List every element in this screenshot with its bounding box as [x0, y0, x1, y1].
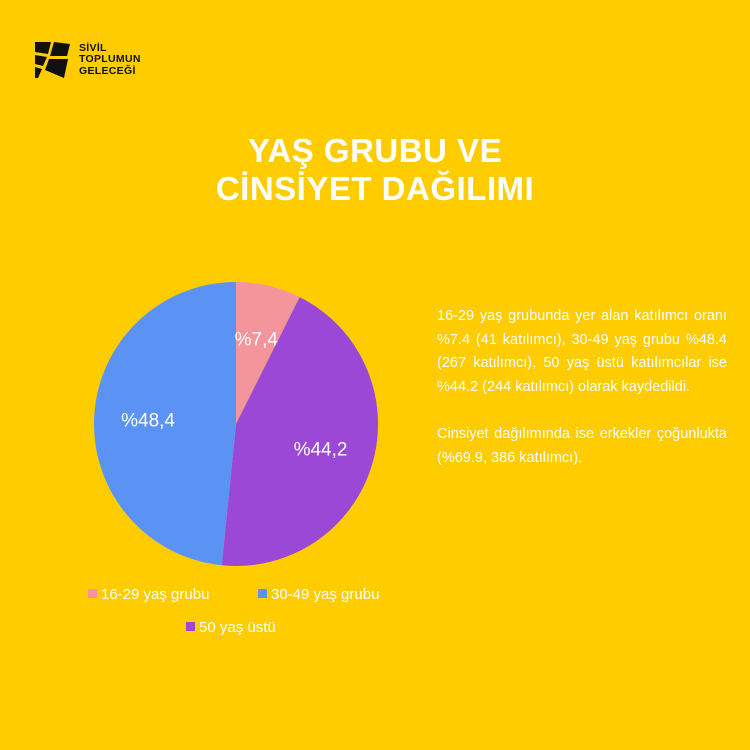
legend-label-2: 50 yaş üstü — [199, 619, 276, 636]
logo-mark-icon — [35, 42, 70, 78]
pie-slice-0 — [236, 282, 300, 424]
chart-legend: 16-29 yaş grubu 30-49 yaş grubu 50 yaş üst… — [88, 586, 379, 636]
legend-label-0: 16-29 yaş grubu — [101, 586, 209, 603]
legend-swatch-0 — [88, 589, 97, 598]
description-paragraph-1: 16-29 yaş grubunda yer alan katılımcı or… — [437, 308, 727, 395]
legend-label-1: 30-49 yaş grubu — [271, 586, 379, 603]
pie-slice-2 — [94, 282, 236, 566]
pie-slice-1 — [221, 297, 378, 566]
logo-line-1: SİVİL — [79, 41, 107, 54]
pie-slice-label-2: %48,4 — [121, 411, 175, 432]
pie-slice-label-0: %7,4 — [235, 329, 279, 350]
legend-swatch-1 — [258, 589, 267, 598]
description-paragraph-2: Cinsiyet dağılımında ise erkekler çoğunl… — [437, 426, 727, 466]
logo-line-3: GELECEĞİ — [79, 64, 136, 77]
pie-slice-labels: %7,4 %44,2 %48,4 — [121, 329, 347, 460]
description-text: 16-29 yaş grubunda yer alan katılımcı or… — [437, 305, 727, 494]
logo-text: SİVİL TOPLUMUN GELECEĞİ — [79, 41, 141, 78]
page-title-line-2: CİNSİYET DAĞILIMI — [215, 170, 535, 207]
page-title-line-1: YAŞ GRUBU VE — [247, 132, 503, 169]
legend-swatch-2 — [186, 622, 195, 631]
pie-slices — [94, 282, 378, 566]
page-title: YAŞ GRUBU VE CİNSİYET DAĞILIMI — [0, 132, 750, 208]
logo: SİVİL TOPLUMUN GELECEĞİ — [34, 40, 141, 80]
logo-line-2: TOPLUMUN — [79, 53, 141, 66]
pie-slice-label-1: %44,2 — [294, 440, 348, 461]
